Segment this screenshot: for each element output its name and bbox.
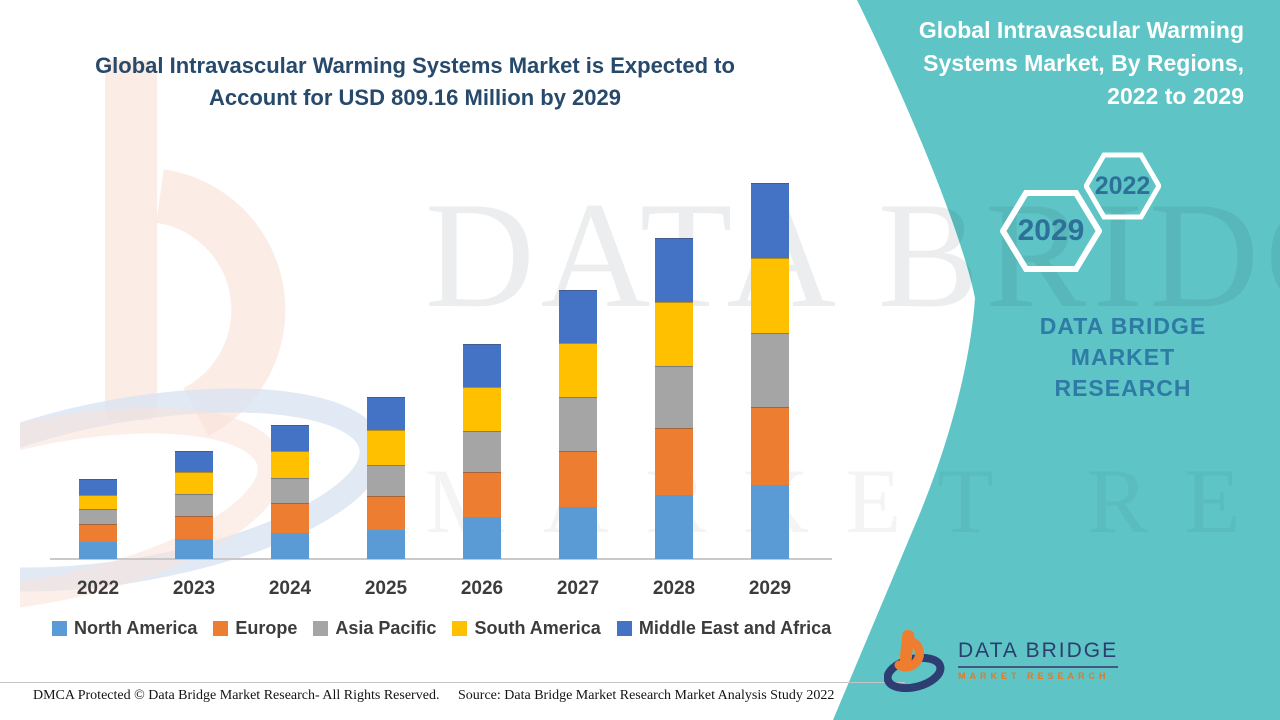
- bar-segment-north-america: [79, 542, 117, 559]
- logo-tagline-text: MARKET RESEARCH: [958, 671, 1110, 681]
- side-panel-title: Global Intravascular Warming Systems Mar…: [918, 17, 1244, 109]
- bar-segment-south-america: [559, 343, 597, 398]
- bar-segment-europe: [175, 516, 213, 540]
- bar-segment-asia-pacific: [751, 333, 789, 408]
- x-axis-label-2023: 2023: [172, 578, 216, 599]
- bar-2028: [655, 238, 693, 559]
- bar-segment-europe: [271, 502, 309, 533]
- hexagon-2029-label: 2029: [1017, 214, 1085, 247]
- bar-segment-asia-pacific: [271, 477, 309, 503]
- bar-segment-asia-pacific: [175, 494, 213, 517]
- bar-segment-middle-east-and-africa: [655, 238, 693, 303]
- bar-2029: [751, 183, 789, 559]
- brand-text-line2: RESEARCH: [1054, 375, 1192, 401]
- legend-label: Europe: [235, 618, 298, 638]
- bar-segment-north-america: [559, 507, 597, 559]
- legend-swatch-icon: [52, 621, 67, 636]
- bar-segment-europe: [463, 472, 501, 517]
- bar-segment-europe: [367, 496, 405, 531]
- page-title-line2: Account for USD 809.16 Million by 2029: [208, 85, 621, 110]
- bar-segment-europe: [79, 524, 117, 542]
- legend-swatch-icon: [452, 621, 468, 636]
- bar-segment-south-america: [655, 302, 693, 367]
- bar-2027: [559, 290, 597, 559]
- bar-segment-europe: [559, 451, 597, 508]
- legend-item-south-america: South America: [452, 618, 601, 639]
- page-title: Global Intravascular Warming Systems Mar…: [70, 50, 760, 114]
- x-axis-label-2029: 2029: [748, 578, 792, 599]
- hexagon-outline-icon: [1000, 190, 1102, 272]
- legend-swatch-icon: [213, 621, 229, 636]
- bar-segment-south-america: [271, 451, 309, 478]
- bar-segment-north-america: [175, 539, 213, 559]
- hexagon-2029: 2029: [1000, 189, 1102, 273]
- bar-2022: [79, 479, 117, 559]
- bar-segment-south-america: [175, 472, 213, 495]
- bar-segment-middle-east-and-africa: [751, 183, 789, 259]
- hexagon-outline-icon: [1084, 152, 1161, 220]
- bar-segment-asia-pacific: [655, 366, 693, 429]
- hexagon-2022: 2022: [1084, 152, 1161, 220]
- bar-segment-asia-pacific: [463, 431, 501, 473]
- legend-label: North America: [74, 618, 198, 638]
- brand-text: DATA BRIDGE MARKET RESEARCH: [990, 311, 1256, 404]
- hexagon-2022-label: 2022: [1094, 171, 1151, 200]
- bar-segment-south-america: [751, 258, 789, 334]
- bar-segment-north-america: [655, 495, 693, 559]
- legend-label: Middle East and Africa: [638, 618, 832, 638]
- bar-segment-south-america: [463, 387, 501, 432]
- x-axis-line: [50, 558, 832, 560]
- legend-label: South America: [474, 618, 601, 638]
- x-axis-label-2024: 2024: [268, 578, 312, 599]
- bar-segment-north-america: [367, 530, 405, 559]
- footer-divider: [0, 682, 905, 683]
- bar-segment-north-america: [271, 532, 309, 559]
- bar-segment-middle-east-and-africa: [175, 451, 213, 473]
- legend-label: Asia Pacific: [335, 618, 437, 638]
- x-axis-label-2025: 2025: [364, 578, 408, 599]
- legend-item-north-america: North America: [52, 618, 197, 639]
- x-axis-label-2028: 2028: [652, 578, 696, 599]
- legend-swatch-icon: [616, 621, 632, 636]
- x-axis-label-2022: 2022: [76, 578, 120, 599]
- legend-item-middle-east-and-africa: Middle East and Africa: [616, 618, 832, 639]
- bar-segment-asia-pacific: [367, 465, 405, 497]
- logo-name-text: DATA BRIDGE: [958, 639, 1119, 668]
- bar-2026: [463, 344, 501, 559]
- bar-segment-middle-east-and-africa: [559, 290, 597, 344]
- legend-item-europe: Europe: [213, 618, 297, 639]
- bar-segment-south-america: [79, 495, 117, 510]
- x-axis-label-2027: 2027: [556, 578, 600, 599]
- chart-legend: North America Europe Asia Pacific South Ame…: [52, 618, 831, 639]
- bar-2025: [367, 397, 405, 559]
- bar-segment-middle-east-and-africa: [367, 397, 405, 431]
- legend-item-asia-pacific: Asia Pacific: [313, 618, 436, 639]
- data-bridge-logo-icon: [884, 629, 945, 692]
- bar-segment-middle-east-and-africa: [79, 479, 117, 496]
- bar-segment-asia-pacific: [559, 397, 597, 452]
- bar-2024: [271, 424, 309, 559]
- footer-source-text: Source: Data Bridge Market Research Mark…: [458, 688, 835, 703]
- bar-segment-north-america: [463, 517, 501, 559]
- bar-segment-europe: [751, 407, 789, 486]
- bar-segment-asia-pacific: [79, 509, 117, 525]
- bar-segment-middle-east-and-africa: [463, 344, 501, 388]
- bar-segment-middle-east-and-africa: [271, 424, 309, 451]
- page-title-line1: Global Intravascular Warming Systems Mar…: [95, 53, 735, 78]
- bar-2023: [175, 451, 213, 559]
- legend-swatch-icon: [313, 621, 329, 636]
- brand-text-line1: DATA BRIDGE MARKET: [1039, 313, 1207, 370]
- company-logo: DATA BRIDGE MARKET RESEARCH: [884, 628, 1119, 692]
- bar-segment-europe: [655, 428, 693, 496]
- bar-segment-south-america: [367, 430, 405, 466]
- x-axis-label-2026: 2026: [460, 578, 504, 599]
- footer-dmca-text: DMCA Protected © Data Bridge Market Rese…: [33, 688, 440, 703]
- bar-segment-north-america: [751, 485, 789, 559]
